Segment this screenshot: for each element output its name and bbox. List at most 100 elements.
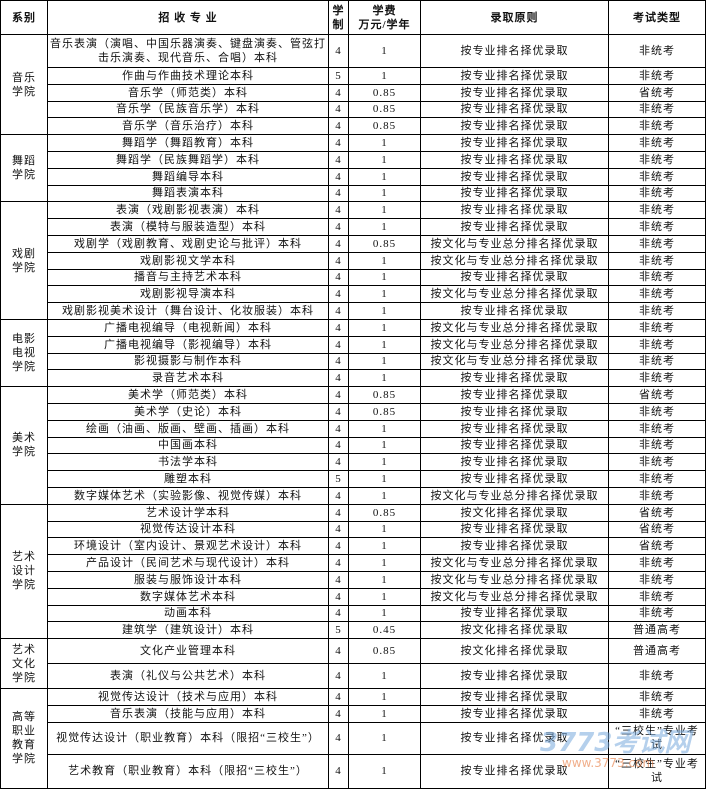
fee-cell: 1 <box>348 721 421 755</box>
rule-cell: 按文化排名择优录取 <box>420 621 609 640</box>
table-row: 舞蹈表演本科 4 1 按专业排名择优录取 非统考 <box>1 184 706 203</box>
table-row: 表演（模特与服装造型）本科 4 1 按专业排名择优录取 非统考 <box>1 218 706 236</box>
fee-cell: 0.85 <box>348 234 421 253</box>
table-body: 音乐学院 音乐表演（演唱、中国乐器演奏、键盘演奏、管弦打击乐演奏、现代音乐、合唱）… <box>0 33 706 789</box>
rule-cell: 按专业排名择优录取 <box>420 453 609 472</box>
years-cell: 4 <box>328 318 349 337</box>
years-cell: 5 <box>328 470 349 488</box>
years-cell: 4 <box>328 604 349 623</box>
major-cell: 动画本科 <box>47 604 329 623</box>
major-cell: 舞蹈表演本科 <box>47 184 329 203</box>
rule-cell: 按专业排名择优录取 <box>420 688 609 706</box>
exam-cell: 非统考 <box>608 369 706 388</box>
rule-cell: 按文化与专业总分排名择优录取 <box>420 234 609 253</box>
rule-cell: 按专业排名择优录取 <box>420 537 609 556</box>
exam-cell: 非统考 <box>608 100 706 119</box>
exam-cell: 非统考 <box>608 352 706 371</box>
years-cell: 4 <box>328 167 349 186</box>
fee-cell: 1 <box>348 369 421 388</box>
rule-cell: 按专业排名择优录取 <box>420 134 609 152</box>
years-cell: 4 <box>328 386 349 404</box>
exam-cell: 非统考 <box>608 335 706 354</box>
years-cell: 4 <box>328 184 349 203</box>
rule-cell: 按专业排名择优录取 <box>420 663 609 690</box>
major-cell: 艺术设计学本科 <box>47 503 329 522</box>
exam-cell: 非统考 <box>608 587 706 606</box>
exam-cell: 非统考 <box>608 453 706 472</box>
major-cell: 戏剧影视文学本科 <box>47 251 329 270</box>
exam-cell: 非统考 <box>608 704 706 723</box>
major-cell: 表演（模特与服装造型）本科 <box>47 218 329 236</box>
fee-cell: 1 <box>348 486 421 505</box>
exam-cell: 非统考 <box>608 436 706 455</box>
table-row: 播音与主持艺术本科 4 1 按专业排名择优录取 非统考 <box>1 268 706 287</box>
rule-cell: 按专业排名择优录取 <box>420 704 609 723</box>
table-row: 美术学院 美术学（师范类）本科 4 0.85 按专业排名择优录取 省统考 <box>0 386 706 505</box>
major-cell: 影视摄影与制作本科 <box>47 352 329 371</box>
fee-cell: 1 <box>348 34 421 68</box>
exam-cell: 非统考 <box>608 570 706 589</box>
rule-cell: 按专业排名择优录取 <box>420 436 609 455</box>
table-row: 舞蹈学（民族舞蹈学）本科 4 1 按专业排名择优录取 非统考 <box>1 150 706 169</box>
major-cell: 雕塑本科 <box>47 470 329 488</box>
major-cell: 服装与服饰设计本科 <box>47 570 329 589</box>
fee-cell: 0.85 <box>348 386 421 404</box>
major-cell: 戏剧影视导演本科 <box>47 285 329 304</box>
fee-cell: 1 <box>348 184 421 203</box>
exam-cell: 非统考 <box>608 486 706 505</box>
years-cell: 4 <box>328 117 349 136</box>
major-cell: 数字媒体艺术本科 <box>47 587 329 606</box>
years-cell: 4 <box>328 234 349 253</box>
years-cell: 4 <box>328 436 349 455</box>
fee-cell: 1 <box>348 663 421 690</box>
major-cell: 环境设计（室内设计、景观艺术设计）本科 <box>47 537 329 556</box>
fee-cell: 1 <box>348 704 421 723</box>
rule-cell: 按文化与专业总分排名择优录取 <box>420 285 609 304</box>
rule-cell: 按专业排名择优录取 <box>420 184 609 203</box>
table-row: 艺术教育（职业教育）本科（限招“三校生”） 4 1 按专业排名择优录取 “三校生”专业考… <box>1 753 706 789</box>
major-cell: 广播电视编导（影视编导）本科 <box>47 335 329 354</box>
major-cell: 音乐学（师范类）本科 <box>47 83 329 102</box>
exam-cell: 非统考 <box>608 604 706 623</box>
years-cell: 4 <box>328 100 349 119</box>
major-cell: 视觉传达设计本科 <box>47 520 329 539</box>
years-cell: 4 <box>328 369 349 388</box>
exam-cell: 非统考 <box>608 34 706 68</box>
table-row: 视觉传达设计（职业教育）本科（限招“三校生”） 4 1 按专业排名择优录取 “三校生”专… <box>1 721 706 755</box>
rule-cell: 按专业排名择优录取 <box>420 117 609 136</box>
years-cell: 4 <box>328 570 349 589</box>
dept-name: 戏剧学院 <box>11 247 36 274</box>
rule-cell: 按专业排名择优录取 <box>420 419 609 438</box>
table-row: 美术学（史论）本科 4 0.85 按专业排名择优录取 非统考 <box>1 402 706 421</box>
years-cell: 4 <box>328 453 349 472</box>
exam-cell: 非统考 <box>608 554 706 572</box>
years-cell: 4 <box>328 150 349 169</box>
exam-cell: 非统考 <box>608 117 706 136</box>
table-row: 戏剧影视文学本科 4 1 按文化与专业总分排名择优录取 非统考 <box>1 251 706 270</box>
rule-cell: 按专业排名择优录取 <box>420 402 609 421</box>
rule-cell: 按文化与专业总分排名择优录取 <box>420 570 609 589</box>
rule-cell: 按文化排名择优录取 <box>420 503 609 522</box>
dept-name: 舞蹈学院 <box>11 155 36 182</box>
years-cell: 4 <box>328 302 349 320</box>
years-cell: 4 <box>328 638 349 665</box>
fee-cell: 1 <box>348 688 421 706</box>
exam-cell: 非统考 <box>608 402 706 421</box>
header-cell: 录取原则 <box>420 0 609 35</box>
years-cell: 4 <box>328 503 349 522</box>
years-cell: 4 <box>328 704 349 723</box>
table-row: 影视摄影与制作本科 4 1 按文化与专业总分排名择优录取 非统考 <box>1 352 706 371</box>
dept-cell: 戏剧学院 <box>0 201 48 320</box>
fee-cell: 1 <box>348 335 421 354</box>
years-cell: 4 <box>328 587 349 606</box>
rule-cell: 按文化与专业总分排名择优录取 <box>420 486 609 505</box>
exam-cell: 非统考 <box>608 251 706 270</box>
major-cell: 舞蹈学（舞蹈教育）本科 <box>47 134 329 152</box>
years-cell: 4 <box>328 218 349 236</box>
rule-cell: 按文化与专业总分排名择优录取 <box>420 335 609 354</box>
exam-cell: 省统考 <box>608 83 706 102</box>
rule-cell: 按专业排名择优录取 <box>420 604 609 623</box>
dept-cell: 高等职业教育学院 <box>0 688 48 789</box>
exam-cell: 非统考 <box>608 201 706 220</box>
